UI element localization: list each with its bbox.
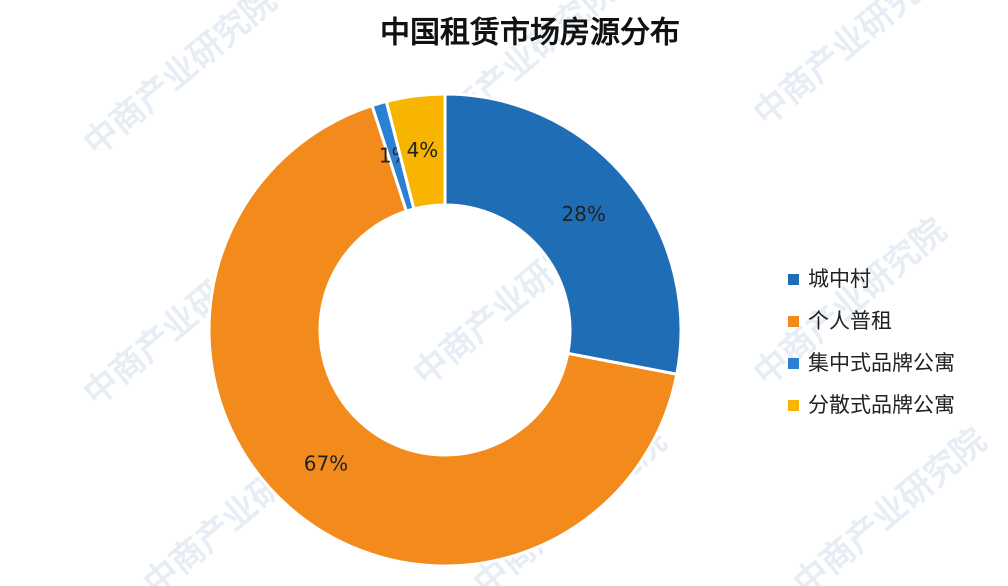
legend-label: 城中村 <box>808 267 871 291</box>
watermark: 中商产业研究院 <box>76 0 284 164</box>
data-label: 67% <box>304 452 348 476</box>
chart-title: 中国租赁市场房源分布 <box>380 16 680 51</box>
legend-swatch <box>788 358 799 369</box>
legend-label: 集中式品牌公寓 <box>808 351 955 375</box>
data-label: 28% <box>561 202 605 226</box>
data-label: 4% <box>407 138 439 162</box>
watermark: 中商产业研究院 <box>786 421 994 586</box>
legend-swatch <box>788 400 799 411</box>
legend-label: 个人普租 <box>808 309 892 333</box>
watermark: 中商产业研究院 <box>746 0 954 134</box>
donut-segment <box>384 92 447 211</box>
donut-segment <box>207 103 679 568</box>
legend-swatch <box>788 316 799 327</box>
donut-segment <box>443 92 683 376</box>
legend-label: 分散式品牌公寓 <box>808 393 955 417</box>
legend-swatch <box>788 274 799 285</box>
